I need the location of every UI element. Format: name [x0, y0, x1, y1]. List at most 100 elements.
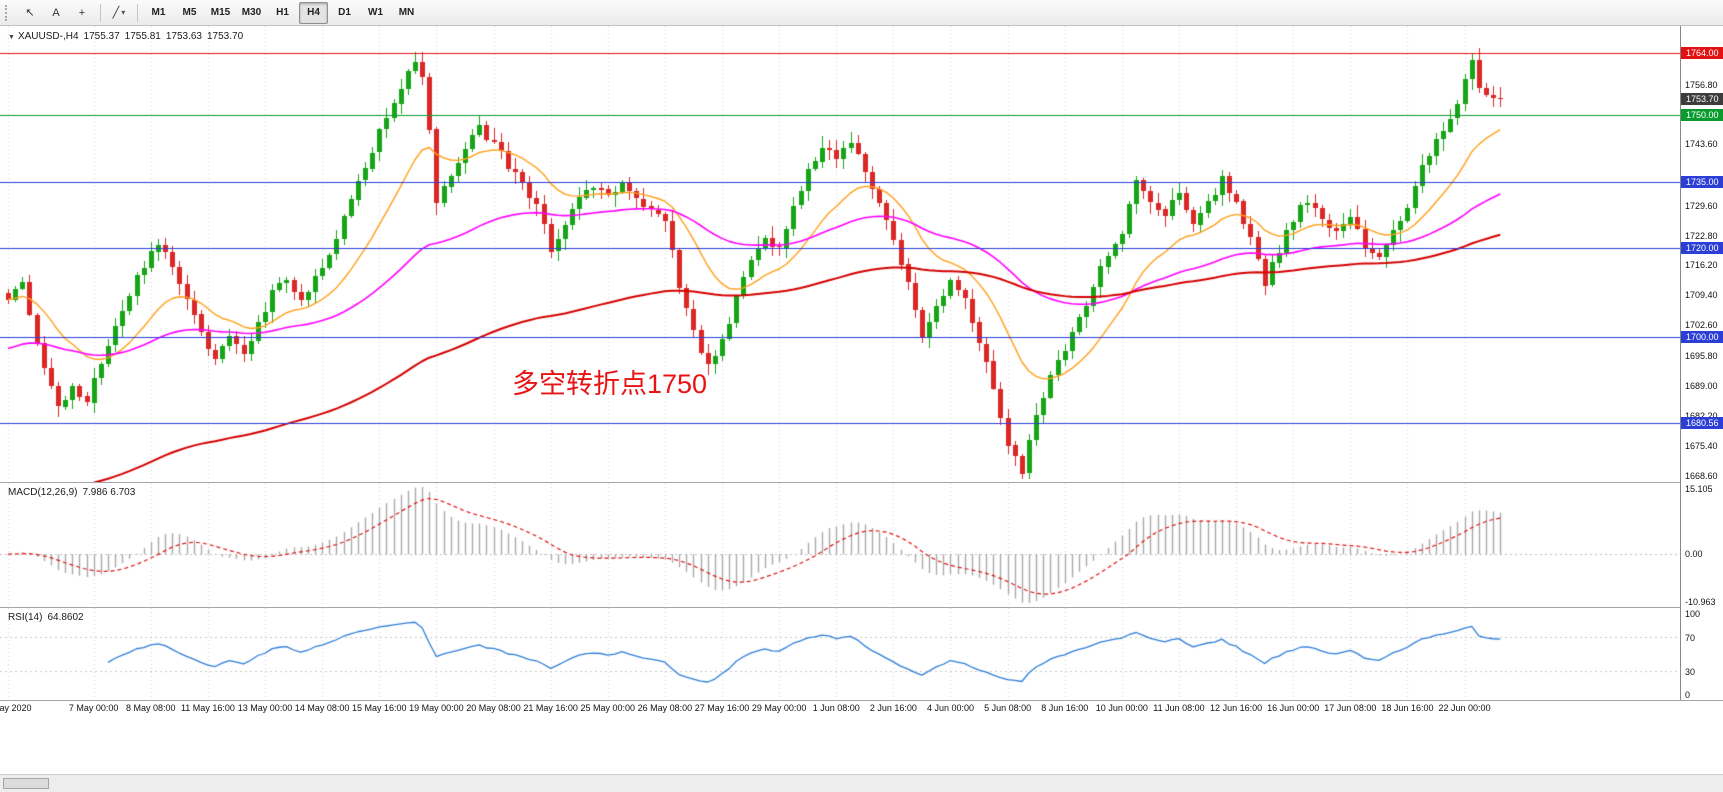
date-tick-label: 16 Jun 00:00: [1267, 703, 1320, 713]
macd-title: MACD(12,26,9): [8, 487, 78, 498]
macd-scale-label: 15.105: [1685, 484, 1713, 494]
timeframe-button-d1[interactable]: D1: [338, 7, 351, 18]
macd-header: MACD(12,26,9) 7.986 6.703: [8, 487, 140, 498]
rsi-value: 64.8602: [47, 612, 84, 623]
price-scale-tick: 1682.20: [1685, 410, 1718, 421]
chart-ohlc-header: ▼ XAUUSD-,H4 1755.37 1755.81 1753.63 1753.70: [8, 31, 248, 42]
bottom-status-bar: [0, 774, 1723, 792]
panel-separator: [0, 700, 1723, 701]
price-level-badge[interactable]: 1680.56: [1681, 417, 1723, 430]
price-scale-tick: 1729.60: [1685, 200, 1718, 211]
date-tick-label: 27 May 16:00: [694, 703, 750, 713]
date-tick-label: 15 May 16:00: [351, 703, 407, 713]
date-tick-label: 14 May 08:00: [294, 703, 350, 713]
date-tick-label: 7 May 00:00: [68, 703, 119, 713]
cursor-tool-icon: ↖: [25, 7, 35, 19]
crosshair-tool-icon: +: [78, 6, 86, 19]
date-tick-label: 29 May 00:00: [751, 703, 807, 713]
price-scale-tick: 1668.60: [1685, 471, 1718, 482]
price-scale-tick: 1695.80: [1685, 350, 1718, 361]
price-scale-tick: 1709.40: [1685, 290, 1718, 301]
date-tick-label: 17 Jun 08:00: [1324, 703, 1377, 713]
chevron-down-icon: ▾: [121, 8, 126, 17]
date-tick-label: 4 Jun 00:00: [926, 703, 974, 713]
crosshair-tool-button[interactable]: +: [70, 2, 94, 24]
rsi-scale-label: 100: [1685, 609, 1701, 619]
macd-scale-label: 0.00: [1685, 549, 1703, 560]
date-tick-label: 10 Jun 00:00: [1095, 703, 1148, 713]
rsi-scale-label: 0: [1685, 690, 1691, 700]
macd-indicator-canvas[interactable]: [0, 483, 1680, 607]
rsi-scale-label: 30: [1685, 667, 1696, 678]
rsi-indicator-canvas[interactable]: [0, 608, 1680, 700]
high-value: 1755.81: [124, 31, 161, 42]
macd-values: 7.986 6.703: [82, 487, 136, 498]
main-price-chart-canvas[interactable]: [0, 26, 1680, 482]
price-scale-tick: 1675.40: [1685, 440, 1718, 451]
chart-text-annotation: 多空转折点1750: [512, 369, 708, 399]
price-scale-tick: 1702.60: [1685, 320, 1718, 331]
symbol-label: XAUUSD-,H4: [17, 31, 79, 42]
timeframe-button-m30[interactable]: M30: [241, 7, 262, 18]
date-tick-label: 8 May 08:00: [126, 703, 176, 713]
text-label-tool-button[interactable]: A: [44, 2, 68, 24]
price-scale-tick: 1689.00: [1685, 380, 1718, 391]
time-axis[interactable]: 5 May 2020 7 May 00:00 8 May 08:00 11 May 1…: [0, 700, 1680, 716]
date-tick-label: 5 Jun 08:00: [984, 703, 1032, 713]
timeframe-button-m5[interactable]: M5: [182, 7, 197, 18]
date-tick-label: 2 Jun 16:00: [869, 703, 917, 713]
date-tick-label: 11 May 16:00: [180, 703, 235, 713]
timeframe-button-m1[interactable]: M1: [151, 7, 166, 18]
price-scale-tick: 1756.80: [1685, 80, 1718, 91]
price-level-badge[interactable]: 1764.00: [1681, 47, 1723, 60]
date-tick-label: 1 Jun 08:00: [812, 703, 860, 713]
date-tick-label: 19 May 00:00: [409, 703, 464, 713]
price-level-badge[interactable]: 1700.00: [1681, 330, 1723, 343]
price-level-badge[interactable]: 1720.00: [1681, 242, 1723, 255]
toolbar-buttons: ↖ A + ╱ ▾ M1 M5 M15 M30 H1 H4 D1 W1 MN: [17, 1, 422, 24]
timeframe-button-h4[interactable]: H4: [299, 1, 328, 24]
date-tick-label: 25 May 00:00: [580, 703, 636, 713]
toolbar-grip[interactable]: [5, 4, 11, 21]
macd-scale-label: -10.963: [1685, 597, 1716, 607]
price-scale-tick: 1722.80: [1685, 230, 1718, 241]
date-tick-label: 11 Jun 08:00: [1153, 703, 1205, 713]
timeframe-button-w1[interactable]: W1: [368, 7, 383, 18]
price-axis[interactable]: 1756.80 1743.60 1729.60 1722.80 1716.20 1709.…: [1680, 26, 1723, 700]
current-price-badge: 1753.70: [1681, 93, 1723, 106]
toolbar-separator: [137, 3, 138, 22]
hscroll-thumb[interactable]: [3, 778, 49, 789]
text-label-tool-icon: A: [52, 6, 60, 19]
panel-separator: [0, 482, 1723, 483]
date-tick-label: 26 May 08:00: [637, 703, 693, 713]
ohlc-marker-icon: ▼: [8, 34, 15, 41]
date-tick-label: 8 Jun 16:00: [1041, 703, 1089, 713]
price-level-badge[interactable]: 1750.00: [1681, 109, 1723, 122]
date-tick-label: 12 Jun 16:00: [1210, 703, 1263, 713]
draw-tools-button[interactable]: ╱ ▾: [107, 2, 131, 24]
price-scale-tick: 1716.20: [1685, 260, 1718, 271]
open-value: 1755.37: [83, 31, 120, 42]
date-tick-label: 13 May 00:00: [237, 703, 293, 713]
timeframe-button-m15[interactable]: M15: [210, 7, 231, 18]
rsi-header: RSI(14) 64.8602: [8, 612, 89, 623]
date-tick-label: 5 May 2020: [0, 703, 32, 713]
price-level-badge[interactable]: 1735.00: [1681, 175, 1723, 188]
toolbar-separator: [100, 3, 101, 22]
low-value: 1753.63: [165, 31, 202, 42]
draw-tools-icon: ╱: [112, 7, 120, 19]
timeframe-button-h1[interactable]: H1: [276, 7, 289, 18]
price-scale-tick: 1743.60: [1685, 138, 1718, 149]
date-tick-label: 20 May 08:00: [466, 703, 521, 713]
close-value: 1753.70: [206, 31, 244, 42]
cursor-tool-button[interactable]: ↖: [18, 2, 42, 24]
toolbar: ↖ A + ╱ ▾ M1 M5 M15 M30 H1 H4 D1 W1 MN: [0, 0, 1723, 26]
rsi-scale-label: 70: [1685, 632, 1696, 643]
date-tick-label: 22 Jun 00:00: [1438, 703, 1491, 713]
timeframe-button-mn[interactable]: MN: [398, 7, 415, 18]
date-tick-label: 21 May 16:00: [523, 703, 578, 713]
rsi-title: RSI(14): [8, 612, 43, 623]
panel-separator: [0, 607, 1723, 608]
date-tick-label: 18 Jun 16:00: [1381, 703, 1434, 713]
